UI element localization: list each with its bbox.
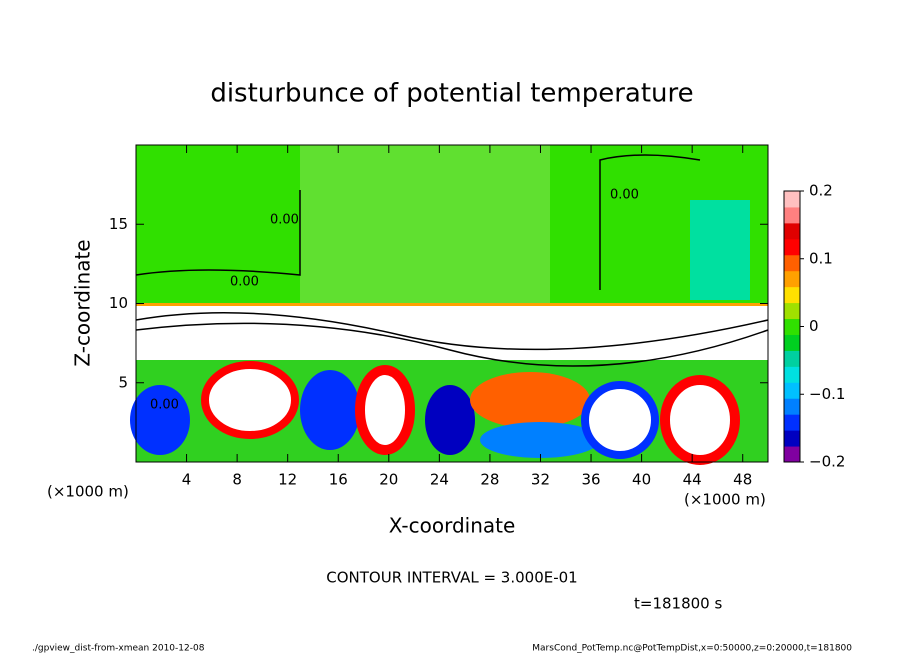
field [130, 145, 769, 465]
contour-interval: CONTOUR INTERVAL = 3.000E-01 [326, 569, 577, 587]
contour-label: 0.00 [150, 398, 179, 413]
colorbar-cell [784, 302, 800, 320]
colorbar-cell [784, 382, 800, 399]
x-tick-label: 40 [632, 471, 651, 489]
x-tick-label: 36 [581, 471, 600, 489]
colorbar-tick-label: −0.2 [809, 453, 845, 471]
colorbar-tick-label: −0.1 [809, 385, 845, 403]
colorbar-cell [784, 366, 800, 383]
y-tick-label: 10 [109, 294, 128, 312]
colorbar-cell [784, 191, 800, 208]
colorbar-cell [784, 334, 800, 351]
x-tick-label: 44 [683, 471, 702, 489]
y-tick-label: 5 [118, 373, 128, 391]
colorbar-cell [784, 206, 800, 224]
colorbar-cell [784, 222, 800, 240]
time-label: t=181800 s [634, 595, 722, 613]
colorbar-cell [784, 286, 800, 304]
x-tick-label: 48 [733, 471, 752, 489]
colorbar-tick-label: 0.1 [809, 249, 833, 267]
chart-title: disturbunce of potential temperature [210, 79, 693, 109]
colorbar-cell [784, 446, 800, 463]
x-tick-label: 20 [379, 471, 398, 489]
x-tick-label: 28 [480, 471, 499, 489]
colorbar-cell [784, 270, 800, 288]
x-tick-label: 32 [531, 471, 550, 489]
contour-label: 0.00 [230, 275, 259, 290]
colorbar-cell [784, 398, 800, 415]
colorbar-frame [783, 190, 801, 463]
colorbar-tick-label: 0.2 [809, 182, 833, 200]
x-unit: (×1000 m) [47, 483, 129, 501]
contour-label: 0.00 [270, 213, 299, 228]
x-unit: (×1000 m) [684, 491, 766, 509]
x-tick-label: 4 [182, 471, 192, 489]
footer-right: MarsCond_PotTemp.nc@PotTempDist,x=0:5000… [532, 644, 852, 654]
x-tick-label: 12 [278, 471, 297, 489]
contour-label: 0.00 [610, 188, 639, 203]
x-axis-title: X-coordinate [389, 514, 516, 538]
footer-left: ./gpview_dist-from-xmean 2010-12-08 [32, 644, 205, 654]
colorbar-cell [784, 318, 800, 335]
x-tick-label: 24 [430, 471, 449, 489]
colorbar-cell [784, 414, 800, 431]
y-axis-title: Z-coordinate [71, 239, 95, 366]
colorbar-tick-label: 0 [809, 317, 819, 335]
colorbar-cell [784, 254, 800, 272]
x-tick-label: 8 [232, 471, 242, 489]
x-tick-label: 16 [329, 471, 348, 489]
colorbar-cell [784, 238, 800, 256]
y-tick-label: 15 [109, 215, 128, 233]
colorbar-cell [784, 350, 800, 367]
colorbar-cell [784, 430, 800, 447]
